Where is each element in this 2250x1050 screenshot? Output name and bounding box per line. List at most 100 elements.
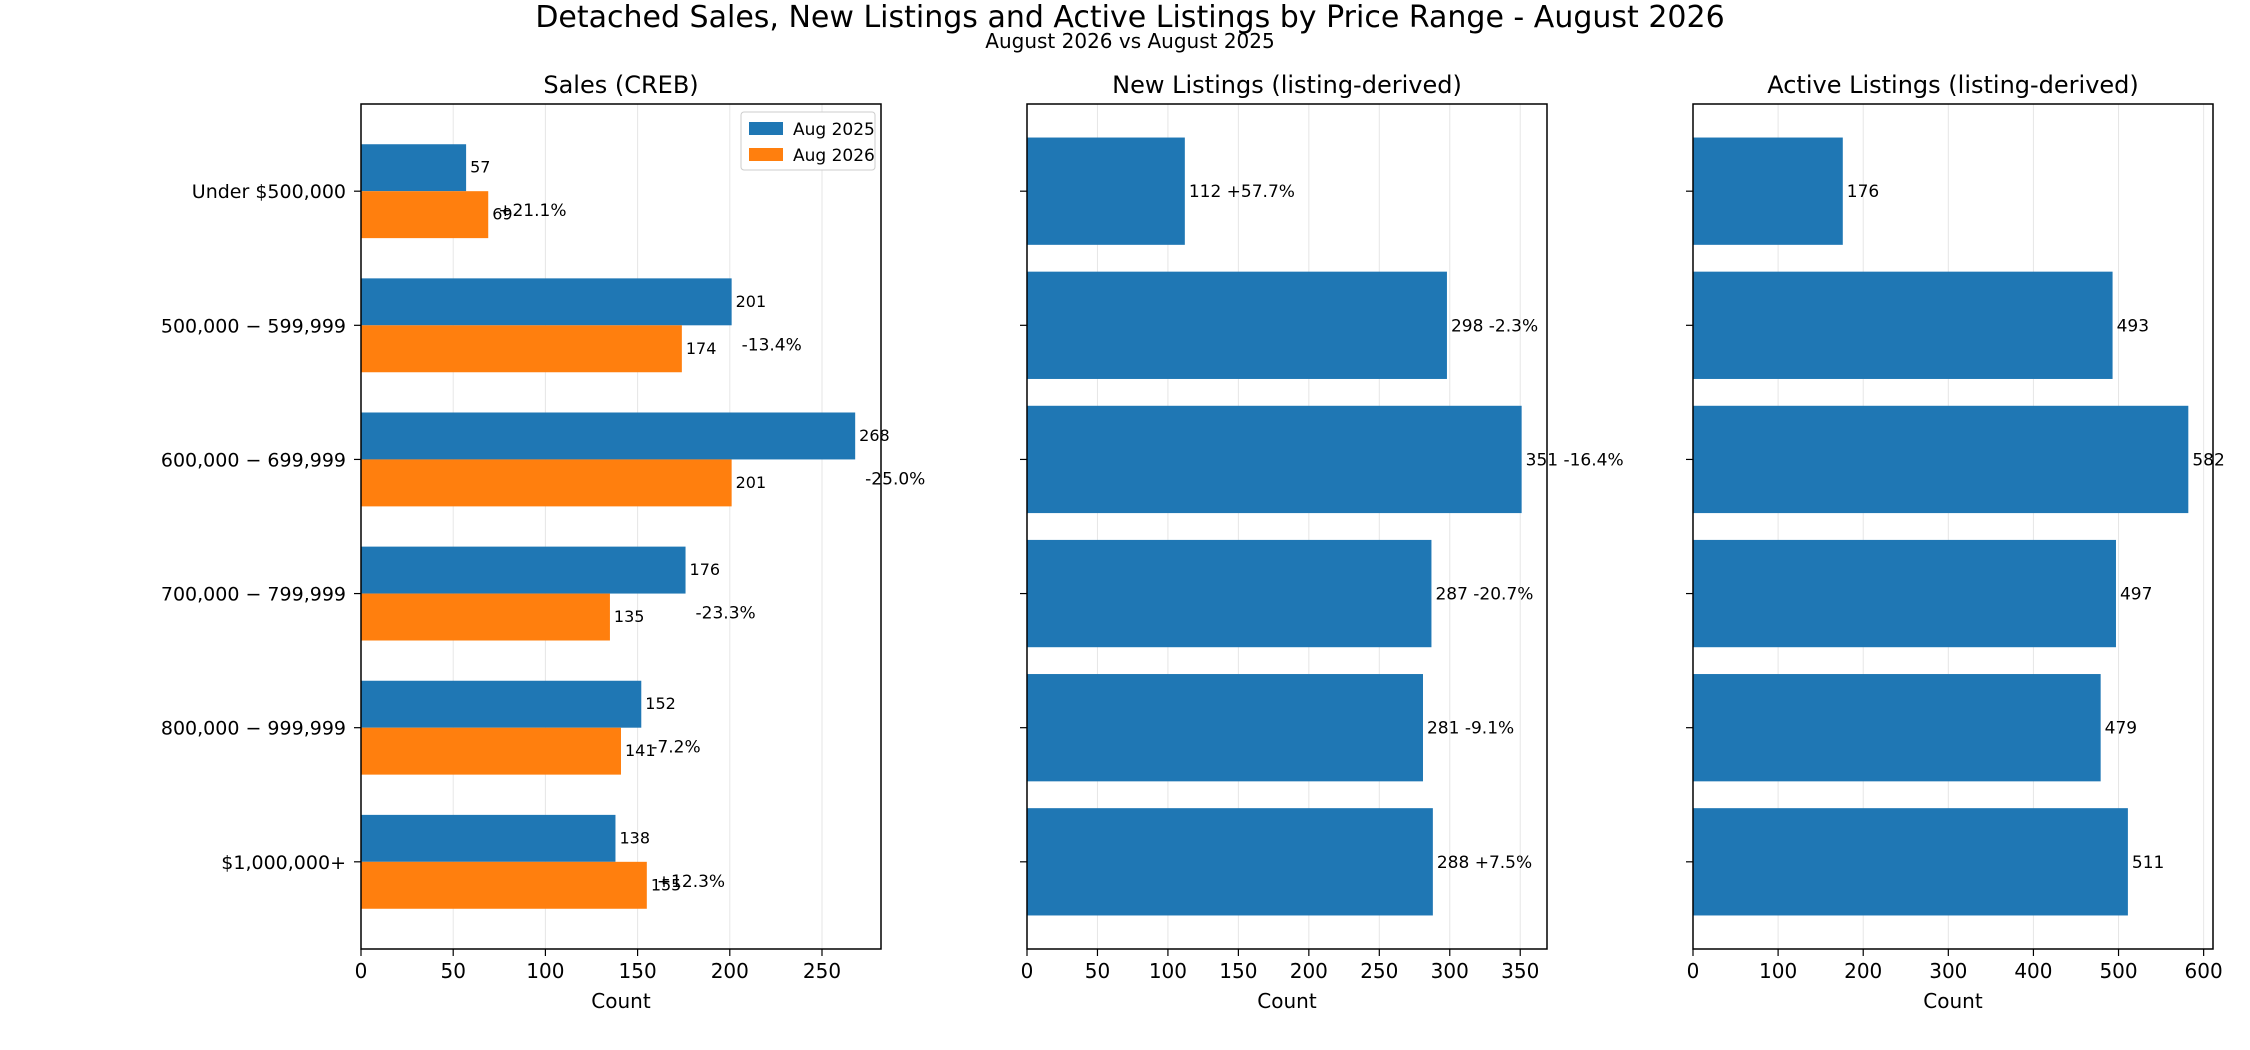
bar bbox=[1027, 137, 1185, 245]
bar-aug-2026 bbox=[361, 861, 647, 909]
pct-change-label: +21.1% bbox=[498, 201, 566, 221]
bar-value-label: 298 -2.3% bbox=[1451, 316, 1538, 336]
figure-subtitle: August 2026 vs August 2025 bbox=[985, 29, 1274, 53]
x-tick-label: 150 bbox=[1219, 959, 1257, 983]
bar-value-label: 582 bbox=[2192, 450, 2224, 470]
x-tick-label: 300 bbox=[1929, 959, 1967, 983]
bar-value-label: 138 bbox=[619, 828, 650, 847]
bar-value-label: 268 bbox=[859, 426, 890, 445]
chart-panel-2: 112 +57.7% 298 -2.3% 351 -16.4% 287 -20.7% 2… bbox=[1020, 71, 1624, 1013]
x-tick-label: 150 bbox=[619, 959, 657, 983]
bar-aug-2025 bbox=[361, 412, 856, 460]
bar bbox=[1027, 808, 1433, 916]
panel-title: Sales (CREB) bbox=[543, 71, 698, 99]
bar-value-label: 174 bbox=[686, 339, 717, 358]
bar-aug-2026 bbox=[361, 593, 610, 641]
legend-label: Aug 2026 bbox=[793, 146, 875, 166]
chart-panel-3: 176 493 582 497 479 511 0 100 200 300 400 500 600 Act… bbox=[1686, 71, 2225, 1013]
bar-value-label: 112 +57.7% bbox=[1189, 182, 1295, 202]
bar-aug-2026 bbox=[361, 727, 621, 775]
bar bbox=[1693, 405, 2189, 514]
bar bbox=[1027, 674, 1423, 782]
chart-panels: 57 201 268 176 152 138 69 174 201 135 141 155 +21.1%… bbox=[161, 71, 2225, 1013]
panel-title: Active Listings (listing-derived) bbox=[1767, 71, 2139, 99]
x-axis-label: Count bbox=[1257, 989, 1317, 1013]
bar bbox=[1693, 137, 1843, 245]
pct-change-label: +12.3% bbox=[657, 872, 725, 892]
x-tick-label: 600 bbox=[2185, 959, 2223, 983]
x-tick-label: 250 bbox=[1360, 959, 1398, 983]
x-tick-label: 250 bbox=[803, 959, 841, 983]
x-tick-label: 0 bbox=[1021, 959, 1034, 983]
bar-aug-2026 bbox=[361, 191, 489, 239]
bar-value-label: 497 bbox=[2120, 585, 2152, 605]
x-axis-label: Count bbox=[1923, 989, 1983, 1013]
legend-swatch bbox=[749, 122, 783, 135]
figure-title: Detached Sales, New Listings and Active … bbox=[535, 0, 1724, 35]
panel-title: New Listings (listing-derived) bbox=[1112, 71, 1462, 99]
bar bbox=[1027, 539, 1432, 648]
bar-value-label: 281 -9.1% bbox=[1427, 719, 1514, 739]
bar-value-label: 493 bbox=[2117, 316, 2149, 336]
x-tick-label: 50 bbox=[440, 959, 465, 983]
bar-value-label: 511 bbox=[2132, 853, 2164, 873]
pct-change-label: -7.2% bbox=[651, 738, 700, 758]
x-tick-label: 100 bbox=[1759, 959, 1797, 983]
x-tick-label: 300 bbox=[1431, 959, 1469, 983]
category-label: 600,000 − 699,999 bbox=[161, 449, 346, 471]
bar bbox=[1693, 674, 2101, 782]
axes-frame bbox=[360, 103, 882, 950]
category-label: $1,000,000+ bbox=[221, 852, 346, 874]
x-tick-label: 100 bbox=[1149, 959, 1187, 983]
bar-value-label: 135 bbox=[614, 607, 645, 626]
bar-value-label: 201 bbox=[736, 473, 767, 492]
x-tick-label: 200 bbox=[1844, 959, 1882, 983]
x-tick-label: 0 bbox=[1687, 959, 1700, 983]
bar bbox=[1693, 271, 2113, 379]
legend-label: Aug 2025 bbox=[793, 120, 875, 140]
category-label: 500,000 − 599,999 bbox=[161, 315, 346, 337]
x-tick-label: 0 bbox=[355, 959, 368, 983]
bar-aug-2026 bbox=[361, 325, 682, 373]
bar-aug-2025 bbox=[361, 144, 467, 192]
x-tick-label: 200 bbox=[1290, 959, 1328, 983]
bar-aug-2025 bbox=[361, 546, 686, 594]
bar-value-label: 155 bbox=[651, 875, 682, 894]
x-axis-label: Count bbox=[591, 989, 651, 1013]
category-label: 800,000 − 999,999 bbox=[161, 718, 346, 740]
axes-frame bbox=[1026, 103, 1548, 950]
pct-change-label: -23.3% bbox=[696, 604, 756, 624]
bar-value-label: 176 bbox=[1847, 182, 1879, 202]
axes-frame bbox=[1692, 103, 2214, 950]
bar bbox=[1027, 271, 1447, 379]
pct-change-label: -13.4% bbox=[742, 335, 802, 355]
bar bbox=[1693, 539, 2116, 648]
bar-value-label: 141 bbox=[625, 741, 656, 760]
bar-value-label: 57 bbox=[470, 158, 490, 177]
x-tick-label: 500 bbox=[2099, 959, 2137, 983]
bar-value-label: 288 +7.5% bbox=[1437, 853, 1532, 873]
bar-aug-2026 bbox=[361, 459, 732, 507]
bar-aug-2025 bbox=[361, 680, 642, 728]
bar-value-label: 201 bbox=[736, 292, 767, 311]
category-label: Under $500,000 bbox=[192, 181, 346, 203]
bar-aug-2025 bbox=[361, 278, 732, 326]
x-tick-label: 100 bbox=[526, 959, 564, 983]
bar-value-label: 287 -20.7% bbox=[1435, 585, 1533, 605]
bar-value-label: 152 bbox=[645, 694, 676, 713]
chart-panel-1: 57 201 268 176 152 138 69 174 201 135 141 155 +21.1%… bbox=[161, 71, 925, 1013]
x-tick-label: 200 bbox=[711, 959, 749, 983]
pct-change-label: -25.0% bbox=[865, 469, 925, 489]
bar-value-label: 176 bbox=[690, 560, 721, 579]
bar bbox=[1027, 405, 1522, 514]
bar-value-label: 479 bbox=[2105, 719, 2137, 739]
legend-swatch bbox=[749, 148, 783, 161]
bar bbox=[1693, 808, 2128, 916]
bar-value-label: 351 -16.4% bbox=[1526, 450, 1624, 470]
x-tick-label: 50 bbox=[1085, 959, 1110, 983]
x-tick-label: 350 bbox=[1501, 959, 1539, 983]
category-label: 700,000 − 799,999 bbox=[161, 584, 346, 606]
bar-aug-2025 bbox=[361, 814, 616, 862]
x-tick-label: 400 bbox=[2014, 959, 2052, 983]
